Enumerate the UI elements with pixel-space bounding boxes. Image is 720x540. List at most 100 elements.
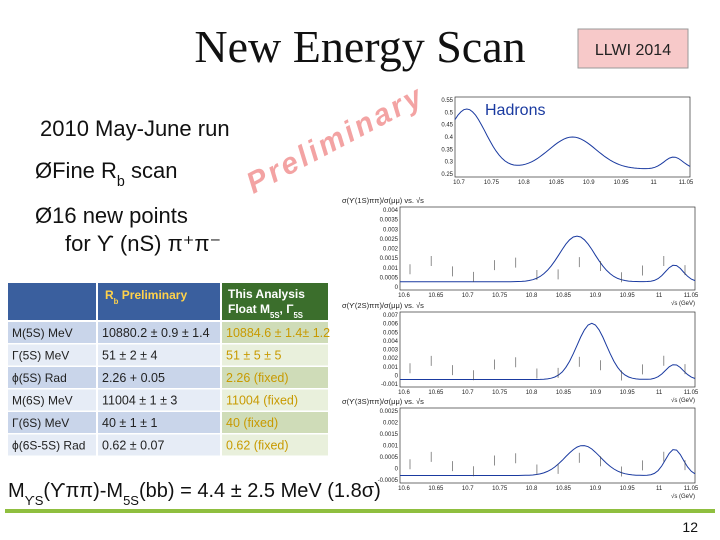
table-cell xyxy=(222,367,328,388)
y-tick-label: 0.0025 xyxy=(380,237,399,243)
x-tick-label: 10.7 xyxy=(453,180,465,186)
x-tick-label: 11 xyxy=(650,180,657,186)
badge: LLWI 2014 xyxy=(595,42,671,59)
x-tick-label: 10.65 xyxy=(428,486,444,492)
table-cell xyxy=(8,412,96,433)
x-tick-label: 10.95 xyxy=(620,486,636,492)
cell-text: Γ(5S) MeV xyxy=(12,349,69,363)
subscript: b xyxy=(114,297,119,306)
x-tick-label: 10.85 xyxy=(556,390,572,396)
x-tick-label: 10.9 xyxy=(589,293,601,299)
text-part: (bb) = 4.4 ± 2.5 MeV (1.8σ) xyxy=(139,480,381,502)
y-tick-label: 0.003 xyxy=(383,227,399,233)
x-tick-label: 10.8 xyxy=(518,180,530,186)
cell-text: 0.62 (fixed) xyxy=(226,439,289,453)
x-tick-label: 10.6 xyxy=(398,293,410,299)
fit-curve xyxy=(454,108,691,170)
y-tick-label: 0.004 xyxy=(383,339,399,345)
x-axis-label: √s (GeV) xyxy=(671,397,695,404)
table-cell xyxy=(98,412,220,433)
plot-frame xyxy=(399,407,696,484)
bullet-cont: for ϒ (nS) π⁺π⁻ xyxy=(65,231,221,256)
x-tick-label: 10.95 xyxy=(614,180,630,186)
cell-text: 51 ± 2 ± 4 xyxy=(102,349,157,363)
y-tick-label: 0 xyxy=(395,467,399,473)
text-part: , Γ xyxy=(280,302,295,316)
x-tick-label: 10.75 xyxy=(484,180,500,186)
cell-text: Γ(6S) MeV xyxy=(12,416,69,430)
x-tick-label: 10.7 xyxy=(462,390,474,396)
x-axis-label: √s (GeV) xyxy=(671,300,695,307)
table-cell xyxy=(8,344,96,366)
y-tick-label: 0 xyxy=(395,285,399,291)
plot-frame xyxy=(399,206,696,291)
text-part: ØFine R xyxy=(35,158,117,183)
subscript: b xyxy=(117,174,125,190)
x-tick-label: 10.65 xyxy=(428,293,444,299)
x-tick-label: 10.8 xyxy=(526,390,538,396)
y-tick-label: 0.35 xyxy=(441,147,453,153)
bullet: ØFine Rb scan xyxy=(35,158,177,190)
x-tick-label: 10.85 xyxy=(549,180,565,186)
y-tick-label: -0.001 xyxy=(381,382,399,388)
text-part: Float M xyxy=(228,302,270,316)
y-tick-label: 0.002 xyxy=(383,421,399,427)
text-part: M xyxy=(8,480,25,502)
subscript: 5S xyxy=(123,493,139,508)
x-tick-label: 10.9 xyxy=(583,180,595,186)
header-cell xyxy=(98,283,220,320)
y-tick-label: 0.4 xyxy=(445,135,454,141)
y-tick-label: 0.5 xyxy=(445,110,454,116)
subscript: 5S xyxy=(270,311,280,320)
x-tick-label: 11.05 xyxy=(684,293,699,299)
y-tick-label: 0.0015 xyxy=(380,256,399,262)
badge-box xyxy=(577,28,689,69)
x-tick-label: 10.95 xyxy=(620,390,636,396)
table-cell xyxy=(222,344,328,366)
x-tick-label: 11.05 xyxy=(684,390,699,396)
cell-text: 40 (fixed) xyxy=(226,416,278,430)
header-text: Rb Preliminary xyxy=(105,288,187,306)
text-part: This Analysis xyxy=(228,287,305,301)
table-cell xyxy=(8,434,96,456)
table-cell xyxy=(98,367,220,388)
table-cell xyxy=(8,367,96,388)
cell-text: 0.62 ± 0.07 xyxy=(102,439,165,453)
x-tick-label: 10.8 xyxy=(526,486,538,492)
formula: MϒS(ϒππ)-M5S(bb) = 4.4 ± 2.5 MeV (1.8σ) xyxy=(8,480,381,508)
y-tick-label: 0.006 xyxy=(383,322,399,328)
y-tick-label: 0.0005 xyxy=(380,275,399,281)
cell-text: 2.26 + 0.05 xyxy=(102,371,165,385)
y-tick-label: 0.45 xyxy=(441,123,453,129)
x-tick-label: 10.9 xyxy=(589,390,601,396)
fit-curve xyxy=(400,235,696,283)
header-text: Float M5S, Γ5S xyxy=(228,302,303,320)
x-tick-label: 11.05 xyxy=(679,180,694,186)
cell-text: 2.26 (fixed) xyxy=(226,371,289,385)
text-part: R xyxy=(105,288,114,302)
y-tick-label: 0.25 xyxy=(441,172,453,178)
header-cell xyxy=(8,283,96,320)
y-tick-label: 0.002 xyxy=(383,356,399,362)
cell-text: 10880.2 ± 0.9 ± 1.4 xyxy=(102,326,210,340)
y-tick-label: 0.0015 xyxy=(380,432,399,438)
x-tick-label: 10.6 xyxy=(398,486,410,492)
subscript: ϒS xyxy=(25,493,44,508)
cell-text: 40 ± 1 ± 1 xyxy=(102,416,157,430)
plot-title: σ(ϒ(3S)ππ)/σ(μμ) vs. √s xyxy=(342,397,424,406)
y-tick-label: 0.002 xyxy=(383,247,399,253)
title: New Energy Scan xyxy=(194,21,525,72)
fit-curve xyxy=(400,445,696,476)
x-tick-label: 10.65 xyxy=(428,390,444,396)
y-tick-label: -0.0005 xyxy=(378,478,399,484)
y-tick-label: 0.0035 xyxy=(380,218,399,224)
x-tick-label: 10.7 xyxy=(462,486,474,492)
header-cell xyxy=(222,283,328,320)
subscript: 5S xyxy=(293,311,303,320)
text-part: (ϒππ)-M xyxy=(43,480,123,502)
fit-curve xyxy=(400,322,696,380)
cell-text: 11004 ± 1 ± 3 xyxy=(102,394,177,408)
x-tick-label: 11 xyxy=(656,486,663,492)
table-cell xyxy=(222,412,328,433)
